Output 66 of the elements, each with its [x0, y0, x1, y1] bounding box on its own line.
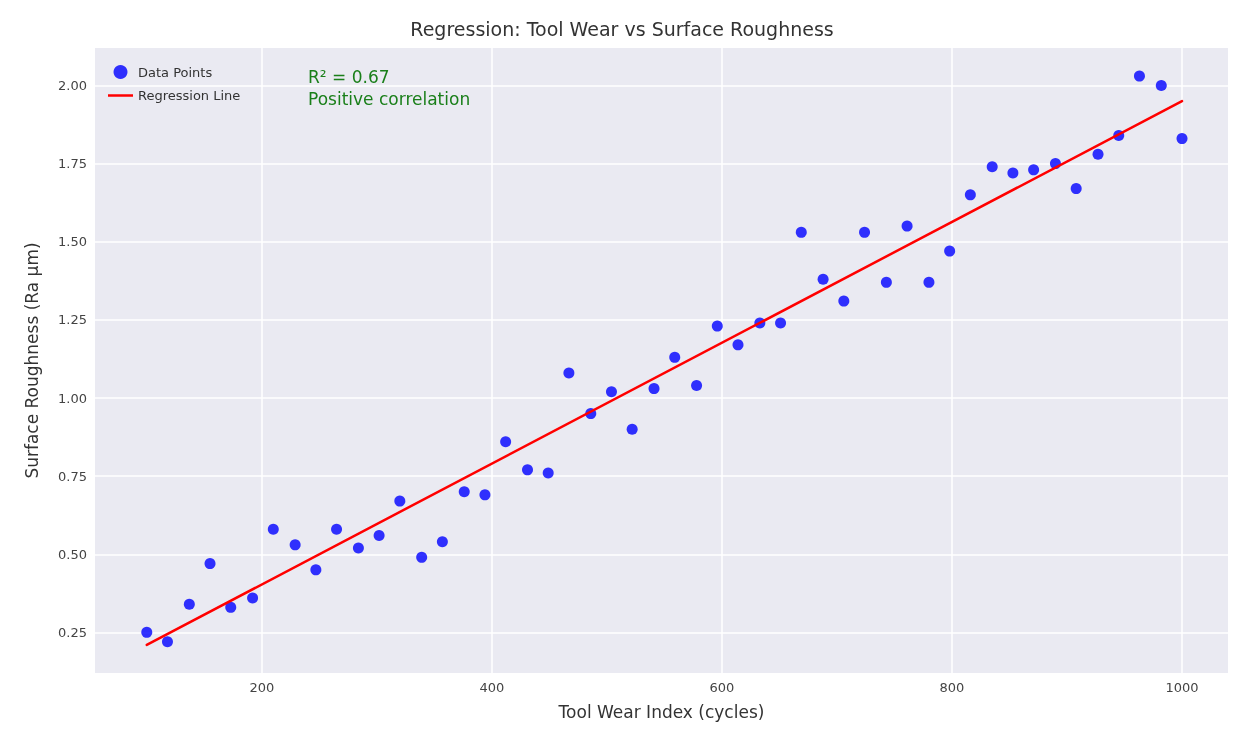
- point: [944, 245, 956, 257]
- point: [711, 320, 723, 332]
- point: [732, 339, 744, 351]
- y-tick-label: 1.00: [58, 390, 87, 406]
- x-tick-label: 800: [939, 680, 965, 695]
- point: [1155, 80, 1167, 91]
- point: [669, 351, 681, 363]
- point: [225, 601, 237, 613]
- point: [563, 367, 575, 379]
- point: [795, 226, 807, 238]
- point: [605, 386, 617, 398]
- point: [775, 317, 787, 329]
- point: [964, 189, 976, 201]
- point: [247, 592, 259, 604]
- point: [500, 436, 512, 448]
- y-tick-label: 0.50: [58, 546, 87, 562]
- point: [1007, 167, 1019, 179]
- point: [141, 626, 153, 638]
- point: [986, 161, 998, 173]
- point: [1133, 70, 1145, 82]
- y-tick-label: 0.25: [58, 624, 87, 640]
- point: [183, 598, 195, 610]
- point: [817, 273, 829, 285]
- y-tick-label: 1.50: [58, 234, 87, 250]
- point: [331, 523, 343, 535]
- point: [161, 636, 173, 648]
- point: [1176, 133, 1188, 145]
- point: [352, 542, 364, 554]
- x-tick-label: 600: [709, 680, 735, 695]
- point: [691, 380, 703, 391]
- y-tick-label: 2.00: [58, 78, 87, 93]
- point: [542, 467, 554, 479]
- x-tick-label: 200: [249, 680, 275, 695]
- point: [267, 523, 279, 535]
- point: [436, 536, 448, 548]
- point: [289, 539, 301, 551]
- point: [859, 226, 871, 238]
- annotation: R² = 0.67: [308, 66, 390, 87]
- point: [522, 464, 533, 476]
- legend-label: Regression Line: [138, 88, 241, 103]
- y-axis-title: Surface Roughness (Ra µm): [21, 242, 42, 479]
- point: [310, 564, 322, 576]
- y-tick-label: 1.75: [58, 156, 87, 172]
- point: [648, 383, 660, 395]
- point: [204, 558, 216, 570]
- annotation: Positive correlation: [308, 88, 471, 109]
- point: [394, 495, 406, 507]
- y-tick-label: 0.75: [58, 468, 87, 484]
- x-tick-label: 400: [479, 680, 505, 695]
- point: [479, 489, 491, 501]
- point: [458, 486, 470, 498]
- point: [923, 276, 935, 288]
- point: [373, 530, 385, 541]
- y-tick-label: 1.25: [58, 312, 87, 328]
- point: [1070, 183, 1082, 195]
- legend-label: Data Points: [138, 64, 213, 80]
- point: [880, 276, 892, 288]
- point: [901, 220, 913, 232]
- point: [1028, 164, 1040, 176]
- x-axis-title: Tool Wear Index (cycles): [557, 701, 765, 722]
- point: [838, 295, 850, 307]
- point: [1092, 148, 1104, 160]
- x-tick-label: 1000: [1165, 680, 1199, 695]
- point: [416, 551, 428, 563]
- point: [626, 423, 638, 435]
- chart-title: Regression: Tool Wear vs Surface Roughness: [410, 17, 834, 40]
